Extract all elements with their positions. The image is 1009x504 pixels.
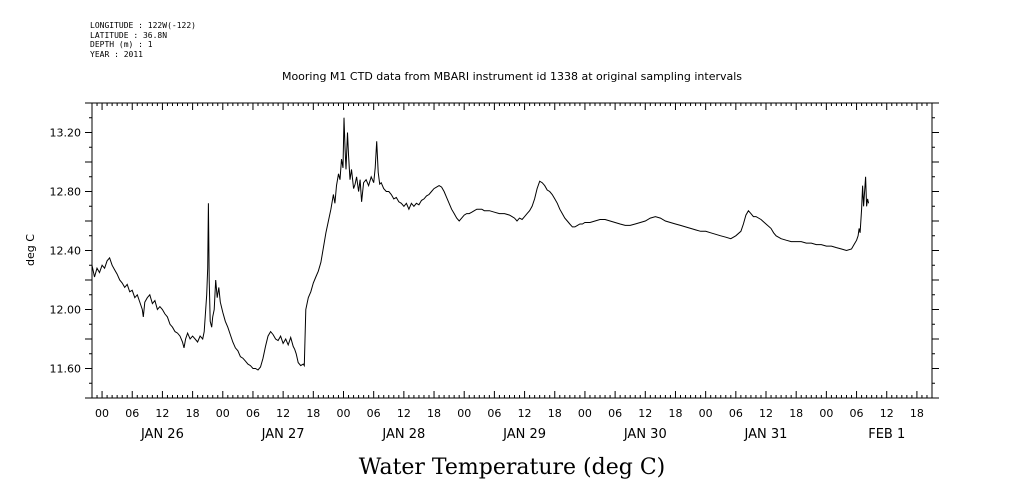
x-tick-label: 06 — [246, 407, 260, 420]
x-tick-label: 12 — [518, 407, 532, 420]
day-label: JAN 29 — [502, 427, 546, 442]
x-tick-label: 06 — [729, 407, 743, 420]
x-tick-label: 18 — [548, 407, 562, 420]
y-tick-label: 12.80 — [50, 186, 82, 199]
day-labels: JAN 26 JAN 27 JAN 28 JAN 29 JAN 30 JAN 31 FEB … — [140, 427, 905, 442]
x-tick-label: 06 — [608, 407, 622, 420]
y-axis-label: deg C — [24, 234, 37, 266]
day-label: JAN 26 — [140, 427, 184, 442]
chart-title: Mooring M1 CTD data from MBARI instrumen… — [282, 70, 742, 83]
x-tick-label: 00 — [336, 407, 350, 420]
x-tick-labels: 00 06 12 18 00 06 12 18 00 06 12 18 00 06 12 18 00 06 12 18… — [95, 407, 924, 420]
longitude-text: LONGITUDE : 122W(-122) — [90, 21, 196, 30]
x-tick-label: 12 — [759, 407, 773, 420]
x-tick-label: 00 — [699, 407, 713, 420]
axis-ticks — [85, 102, 939, 399]
x-tick-label: 18 — [427, 407, 441, 420]
x-tick-label: 06 — [487, 407, 501, 420]
x-tick-label: 06 — [850, 407, 864, 420]
x-tick-label: 18 — [186, 407, 200, 420]
x-tick-label: 00 — [457, 407, 471, 420]
y-tick-label: 12.40 — [50, 245, 82, 258]
day-label: JAN 27 — [261, 427, 305, 442]
x-tick-label: 00 — [95, 407, 109, 420]
day-label: JAN 30 — [623, 427, 667, 442]
x-tick-label: 18 — [789, 407, 803, 420]
x-tick-label: 12 — [397, 407, 411, 420]
day-label: JAN 28 — [381, 427, 425, 442]
x-tick-label: 18 — [668, 407, 682, 420]
day-label: FEB 1 — [868, 427, 905, 442]
y-tick-label: 12.00 — [50, 304, 82, 317]
plot-frame — [91, 102, 933, 399]
x-tick-label: 00 — [819, 407, 833, 420]
x-tick-label: 00 — [578, 407, 592, 420]
temperature-series-line — [91, 117, 870, 371]
x-tick-label: 12 — [638, 407, 652, 420]
depth-text: DEPTH (m) : 1 — [90, 40, 153, 49]
x-tick-label: 12 — [155, 407, 169, 420]
x-axis-label: Water Temperature (deg C) — [359, 455, 666, 480]
x-tick-label: 18 — [306, 407, 320, 420]
y-tick-label: 11.60 — [50, 363, 82, 376]
latitude-text: LATITUDE : 36.8N — [90, 30, 168, 40]
x-tick-label: 00 — [216, 407, 230, 420]
x-tick-label: 18 — [910, 407, 924, 420]
day-label: JAN 31 — [744, 427, 788, 442]
year-text: YEAR : 2011 — [90, 49, 143, 59]
y-tick-labels: 11.60 12.00 12.40 12.80 13.20 — [50, 127, 82, 376]
x-tick-label: 06 — [125, 407, 139, 420]
x-tick-label: 12 — [276, 407, 290, 420]
x-tick-label: 06 — [367, 407, 381, 420]
x-tick-label: 12 — [880, 407, 894, 420]
metadata-block: LONGITUDE : 122W(-122) LATITUDE : 36.8N … — [90, 21, 196, 59]
y-tick-label: 13.20 — [50, 127, 82, 140]
